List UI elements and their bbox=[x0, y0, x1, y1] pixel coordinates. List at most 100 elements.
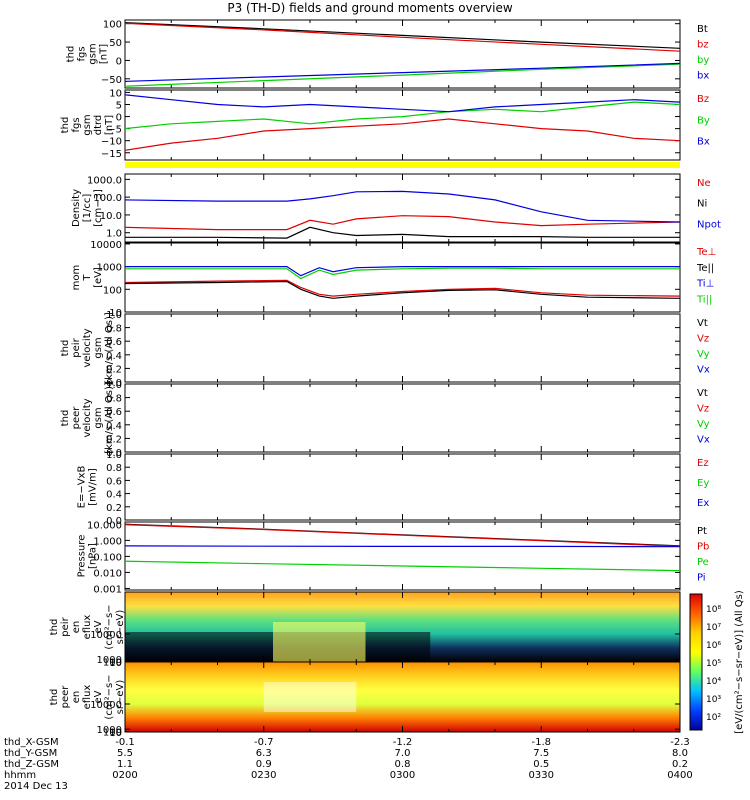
colorbar-tick-label: 10⁵ bbox=[706, 659, 721, 669]
legend-entry: Vy bbox=[697, 419, 710, 430]
panel-frame bbox=[124, 19, 681, 89]
legend-entry: Ni bbox=[697, 199, 707, 210]
y-tick-label: −15 bbox=[101, 149, 122, 160]
spectrogram-enhancement bbox=[273, 622, 366, 662]
colorbar-tick-label: 10² bbox=[706, 713, 721, 723]
y-tick-label: 0.6 bbox=[106, 407, 122, 418]
y-axis-label: [nPa] bbox=[88, 543, 99, 569]
date-label: 2014 Dec 13 bbox=[4, 781, 68, 792]
x-axis-row-value: 0300 bbox=[390, 770, 415, 781]
y-tick-label: 0.8 bbox=[106, 324, 122, 335]
y-tick-label: 1.0 bbox=[106, 450, 122, 461]
y-tick-label: 0.4 bbox=[106, 421, 122, 432]
y-tick-label: 1.0 bbox=[106, 380, 122, 391]
y-axis-label: Density bbox=[71, 189, 82, 227]
y-tick-label: 0 bbox=[116, 113, 122, 124]
legend-entry: by bbox=[697, 55, 709, 66]
y-tick-label: 0.4 bbox=[106, 351, 122, 362]
y-axis-label: mom bbox=[71, 265, 82, 291]
y-tick-label: 0.2 bbox=[106, 364, 122, 375]
y-tick-label: 0.6 bbox=[106, 337, 122, 348]
colorbar-tick-label: 10⁸ bbox=[706, 605, 721, 615]
y-axis-label: gsm bbox=[82, 114, 93, 135]
panel-pressure: 10.000 1.000 0.100 0.010 0.001 Pressure [nPa] P… bbox=[77, 520, 710, 595]
colorbar-tick-label: 10⁷ bbox=[706, 623, 721, 633]
y-tick-label: 0.010 bbox=[93, 568, 122, 579]
y-axis-label: peer bbox=[60, 685, 71, 709]
y-tick-label: 0.0 bbox=[106, 448, 122, 459]
x-axis-row-label: thd_Y-GSM bbox=[4, 748, 57, 759]
legend-entry: Pe bbox=[697, 557, 709, 568]
legend-entry: Ne bbox=[697, 178, 711, 189]
x-axis-row-value: 5.5 bbox=[117, 748, 133, 759]
y-tick-label: 0.2 bbox=[106, 503, 122, 514]
legend-entry: Vx bbox=[697, 365, 710, 376]
x-axis-row-value: 0.8 bbox=[395, 759, 411, 770]
y-axis-label: [cm−3] bbox=[93, 189, 104, 227]
legend-entry: Vy bbox=[697, 349, 710, 360]
colorbar-scale bbox=[689, 593, 703, 731]
y-axis-label: [1/cc] bbox=[82, 194, 93, 223]
y-axis-label: (cm²−s− bbox=[104, 604, 115, 649]
y-tick-label: 10 bbox=[109, 308, 122, 319]
y-axis-label: thd bbox=[60, 410, 71, 427]
panel-frame bbox=[124, 89, 681, 161]
y-tick-label: −10 bbox=[101, 137, 122, 148]
y-tick-label: 0.001 bbox=[93, 584, 122, 595]
legend-entry: bz bbox=[697, 40, 709, 51]
x-axis-row-value: 0.9 bbox=[256, 759, 272, 770]
y-axis-label: E=−VxB bbox=[77, 466, 88, 509]
panel-frame bbox=[124, 313, 681, 383]
y-axis-label: fgs bbox=[77, 46, 88, 61]
x-axis-row-value: 7.5 bbox=[533, 748, 549, 759]
quality-flag-bar bbox=[125, 162, 680, 168]
legend-entry: Vx bbox=[697, 435, 710, 446]
y-tick-label: 0.4 bbox=[106, 490, 122, 501]
y-tick-label: −50 bbox=[101, 75, 122, 86]
y-tick-label: 100 bbox=[103, 285, 122, 296]
panel-peer_velocity: 1.0 0.8 0.6 0.4 0.2 0.0 thd peer velocity gsm [km/… bbox=[60, 380, 710, 459]
x-axis-row-value: -1.8 bbox=[531, 737, 551, 748]
series-line-By bbox=[124, 101, 681, 130]
series-line-Bt bbox=[124, 22, 681, 49]
legend-entry: Ex bbox=[697, 498, 709, 509]
panel-peir_velocity: 1.0 0.8 0.6 0.4 0.2 0.0 thd peir velocity gsm [km/… bbox=[60, 310, 710, 389]
colorbar-label: [eV/(cm²−s−sr−eV)] (All Qs) bbox=[734, 590, 745, 734]
y-axis-label: thd bbox=[60, 117, 71, 134]
y-axis-label: thd bbox=[60, 340, 71, 357]
legend-entry: Vz bbox=[697, 404, 709, 415]
y-tick-label: 0.8 bbox=[106, 463, 122, 474]
y-tick-label: 10000 bbox=[90, 700, 122, 711]
y-axis-label: [eV] bbox=[93, 267, 104, 288]
panel-fgs_dtrend: 105 0−5−10−15 thd fgs gsm dtrd [nT] Bz By Bx bbox=[60, 88, 710, 161]
legend-entry: Ey bbox=[697, 478, 709, 489]
y-tick-label: 0.8 bbox=[106, 394, 122, 405]
x-axis-row-value: -0.1 bbox=[115, 737, 135, 748]
x-axis-row-value: 0400 bbox=[667, 770, 692, 781]
y-axis-label: eflux bbox=[82, 615, 93, 640]
legend-entry: By bbox=[697, 115, 710, 126]
series-line-Bx bbox=[124, 94, 681, 113]
x-axis-row-value: -1.2 bbox=[393, 737, 413, 748]
series-line-Te|| bbox=[124, 280, 681, 299]
colorbar: 10⁸ 10⁷ 10⁶ 10⁵ 10⁴ 10³ 10² [eV/(cm²−s−sr−eV)] … bbox=[689, 590, 745, 734]
series-line-Te⊥ bbox=[124, 279, 681, 297]
y-tick-label: 1000 bbox=[97, 263, 122, 274]
legend-entry: Te⊥ bbox=[696, 247, 716, 258]
y-tick-label: 1000.0 bbox=[87, 175, 122, 186]
y-tick-label: 50 bbox=[109, 38, 122, 49]
y-tick-label: 100 bbox=[103, 658, 122, 669]
legend-entry: Ti⊥ bbox=[696, 279, 714, 290]
x-axis-row-label: hhmm bbox=[4, 770, 36, 781]
y-axis-label: velocity bbox=[82, 398, 93, 437]
y-axis-label: Pressure bbox=[77, 535, 88, 578]
panel-fgs_gsm: 100 50 0 −50 thd fgs gsm [nT] Bt bz by bx bbox=[66, 19, 709, 89]
y-tick-label: 10 bbox=[109, 728, 122, 739]
y-tick-label: 1.0 bbox=[106, 310, 122, 321]
panel-density: 1000.0 100.0 10.0 1.0 Density [1/cc] [cm−3] Ne N… bbox=[71, 173, 721, 243]
legend-entry: Npot bbox=[697, 219, 721, 230]
y-axis-label: eflux bbox=[82, 685, 93, 710]
